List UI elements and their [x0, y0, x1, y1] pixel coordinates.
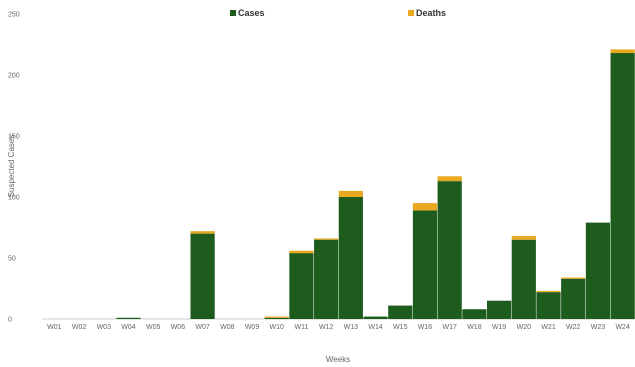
- bar-cases-w17: [437, 181, 462, 319]
- x-tick-label: W21: [541, 324, 556, 331]
- bar-cases-w07: [190, 233, 215, 319]
- y-tick-label: 150: [8, 134, 20, 141]
- x-tick-label: W20: [517, 324, 532, 331]
- x-tick-label: W04: [121, 324, 136, 331]
- x-tick-label: W23: [591, 324, 606, 331]
- x-tick-label: W07: [195, 324, 210, 331]
- x-tick-label: W01: [47, 324, 62, 331]
- legend-item-cases: Cases: [230, 8, 265, 18]
- bar-cases-w22: [561, 278, 586, 319]
- x-axis-label: Weeks: [326, 355, 350, 364]
- x-tick-label: W10: [270, 324, 285, 331]
- bar-deaths-w10: [264, 316, 289, 318]
- bar-cases-w04: [116, 317, 141, 319]
- bar-cases-w12: [314, 239, 339, 319]
- bar-cases-w11: [289, 253, 314, 319]
- x-axis-ticks: W01 W02 W03 W04 W05 W06 W07 W08 W09 W10 W11 W12 W13 W…: [47, 324, 630, 331]
- x-tick-label: W03: [97, 324, 112, 331]
- bar-cases-w18: [462, 309, 487, 319]
- bar-cases-w21: [536, 292, 561, 319]
- bar-cases-w14: [363, 316, 388, 319]
- bar-cases-w19: [487, 300, 512, 319]
- legend-item-deaths: Deaths: [408, 8, 446, 18]
- y-tick-label: 250: [8, 12, 20, 19]
- legend-label: Deaths: [416, 8, 446, 18]
- bar-cases-w20: [511, 239, 536, 319]
- bar-deaths-w21: [536, 290, 561, 293]
- bar-deaths-w07: [190, 231, 215, 234]
- x-tick-label: W14: [368, 324, 383, 331]
- x-tick-label: W17: [442, 324, 457, 331]
- x-tick-label: W12: [319, 324, 334, 331]
- bar-deaths-w12: [314, 238, 339, 240]
- bar-cases-w24: [610, 53, 635, 319]
- bar-cases-w13: [338, 197, 363, 319]
- bar-deaths-w17: [437, 176, 462, 182]
- x-tick-label: W22: [566, 324, 581, 331]
- x-tick-label: W11: [295, 324, 309, 331]
- bar-deaths-w22: [561, 277, 586, 279]
- bar-deaths-w16: [412, 203, 438, 211]
- y-tick-label: 100: [8, 195, 20, 202]
- x-tick-label: W24: [615, 324, 630, 331]
- x-tick-label: W09: [245, 324, 260, 331]
- bar-deaths-w24: [610, 49, 635, 54]
- y-tick-label: 50: [8, 256, 16, 263]
- bar-cases-w16: [412, 210, 438, 319]
- x-tick-label: W15: [393, 324, 408, 331]
- bar-deaths-w20: [511, 236, 536, 240]
- x-tick-label: W13: [344, 324, 359, 331]
- x-tick-label: W18: [467, 324, 482, 331]
- y-axis-ticks: 0 50 100 150 200 250: [8, 12, 20, 324]
- legend: Cases Deaths: [230, 8, 446, 18]
- legend-swatch: [408, 10, 414, 16]
- y-tick-label: 0: [8, 317, 12, 324]
- bar-cases-w23: [585, 222, 611, 319]
- y-axis-label: Suspected Cases: [7, 135, 16, 198]
- x-tick-label: W06: [171, 324, 186, 331]
- bar-cases-w15: [388, 305, 413, 319]
- bar-deaths-w11: [289, 250, 314, 254]
- x-tick-label: W19: [492, 324, 507, 331]
- bar-cases-w10: [264, 317, 289, 319]
- legend-swatch: [230, 10, 236, 16]
- bars: [116, 49, 635, 319]
- y-tick-label: 200: [8, 73, 20, 80]
- x-tick-label: W02: [72, 324, 87, 331]
- x-tick-label: W16: [418, 324, 433, 331]
- legend-label: Cases: [238, 8, 265, 18]
- bar-deaths-w13: [338, 190, 363, 197]
- x-tick-label: W08: [220, 324, 235, 331]
- x-tick-label: W05: [146, 324, 161, 331]
